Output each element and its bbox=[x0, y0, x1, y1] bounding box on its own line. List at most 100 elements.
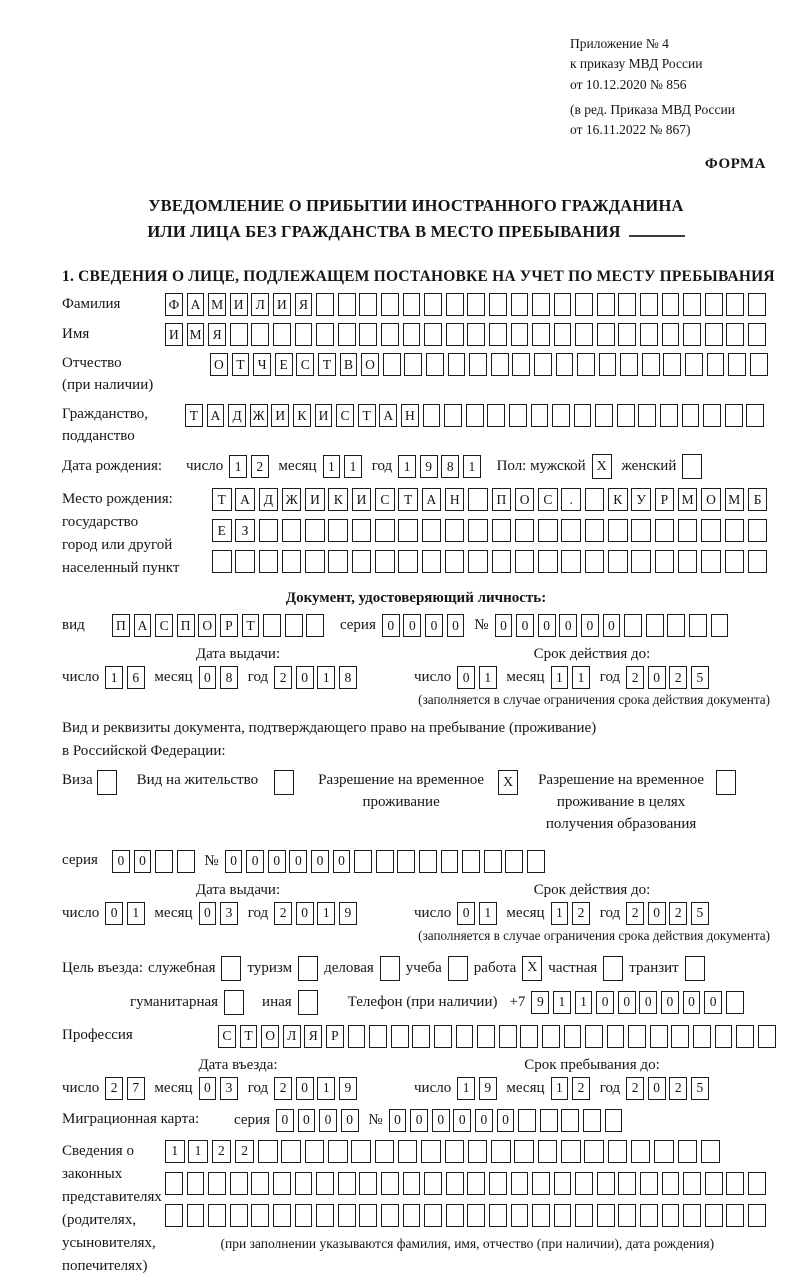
char-cell[interactable] bbox=[444, 403, 462, 427]
char-cell[interactable] bbox=[681, 403, 700, 427]
char-cell[interactable] bbox=[700, 1139, 721, 1163]
char-cell[interactable] bbox=[374, 1139, 395, 1163]
char-cell[interactable]: 0 bbox=[457, 666, 476, 690]
char-cell[interactable]: 1 bbox=[553, 990, 571, 1014]
char-cell[interactable] bbox=[533, 353, 552, 377]
char-cell[interactable]: Е bbox=[274, 353, 293, 377]
char-cell[interactable] bbox=[424, 293, 442, 317]
char-cell[interactable] bbox=[186, 1171, 205, 1195]
char-cell[interactable] bbox=[398, 550, 418, 574]
char-cell[interactable]: 6 bbox=[126, 666, 145, 690]
char-cell[interactable] bbox=[624, 614, 642, 638]
char-cell[interactable] bbox=[746, 403, 765, 427]
char-cell[interactable]: В bbox=[339, 353, 358, 377]
char-cell[interactable] bbox=[272, 323, 291, 347]
char-cell[interactable]: 1 bbox=[550, 901, 569, 925]
char-cell[interactable]: 0 bbox=[496, 1108, 515, 1132]
char-cell[interactable] bbox=[585, 1024, 603, 1048]
char-cell[interactable] bbox=[677, 519, 698, 543]
char-cell[interactable]: 0 bbox=[431, 1108, 450, 1132]
char-cell[interactable] bbox=[726, 323, 745, 347]
char-cell[interactable] bbox=[573, 403, 592, 427]
char-cell[interactable]: И bbox=[272, 293, 291, 317]
char-cell[interactable]: 0 bbox=[105, 901, 124, 925]
char-cell[interactable]: 2 bbox=[626, 1076, 644, 1100]
char-cell[interactable] bbox=[671, 1024, 690, 1048]
char-cell[interactable]: 1 bbox=[317, 666, 336, 690]
char-cell[interactable] bbox=[375, 519, 395, 543]
char-cell[interactable] bbox=[527, 849, 545, 873]
char-cell[interactable] bbox=[186, 1203, 205, 1227]
char-cell[interactable]: Т bbox=[185, 403, 203, 427]
char-cell[interactable] bbox=[465, 403, 484, 427]
char-cell[interactable] bbox=[359, 1171, 378, 1195]
char-cell[interactable]: 0 bbox=[388, 1108, 407, 1132]
char-cell[interactable]: 0 bbox=[682, 990, 701, 1014]
char-cell[interactable] bbox=[688, 614, 707, 638]
char-cell[interactable]: 1 bbox=[105, 666, 124, 690]
char-cell[interactable]: Д bbox=[228, 403, 246, 427]
char-cell[interactable] bbox=[598, 353, 617, 377]
char-cell[interactable] bbox=[645, 614, 664, 638]
char-cell[interactable]: П bbox=[491, 488, 512, 512]
char-cell[interactable] bbox=[561, 519, 581, 543]
char-cell[interactable] bbox=[375, 849, 394, 873]
char-cell[interactable] bbox=[630, 1139, 651, 1163]
char-cell[interactable]: И bbox=[305, 488, 325, 512]
char-cell[interactable] bbox=[757, 1024, 776, 1048]
char-cell[interactable] bbox=[433, 1024, 452, 1048]
char-cell[interactable] bbox=[618, 293, 637, 317]
char-cell[interactable]: Б bbox=[747, 488, 768, 512]
char-cell[interactable] bbox=[272, 1171, 291, 1195]
char-cell[interactable]: 0 bbox=[559, 614, 578, 638]
char-cell[interactable]: 1 bbox=[344, 455, 362, 479]
char-cell[interactable] bbox=[155, 849, 173, 873]
char-cell[interactable] bbox=[631, 519, 651, 543]
char-cell[interactable] bbox=[445, 1171, 464, 1195]
char-cell[interactable]: М bbox=[677, 488, 698, 512]
char-cell[interactable] bbox=[510, 293, 529, 317]
char-cell[interactable]: 0 bbox=[596, 990, 615, 1014]
purpose-private-checkbox[interactable] bbox=[603, 955, 624, 981]
char-cell[interactable] bbox=[618, 323, 637, 347]
char-cell[interactable] bbox=[677, 1139, 698, 1163]
char-cell[interactable] bbox=[555, 353, 574, 377]
char-cell[interactable] bbox=[640, 323, 658, 347]
char-cell[interactable]: 8 bbox=[441, 455, 460, 479]
char-cell[interactable] bbox=[514, 550, 535, 574]
purpose-business-checkbox[interactable] bbox=[379, 955, 400, 981]
char-cell[interactable] bbox=[491, 1139, 511, 1163]
char-cell[interactable]: Ж bbox=[281, 488, 302, 512]
char-cell[interactable]: Л bbox=[282, 1024, 301, 1048]
char-cell[interactable]: А bbox=[206, 403, 225, 427]
char-cell[interactable] bbox=[445, 323, 464, 347]
char-cell[interactable]: О bbox=[361, 353, 379, 377]
char-cell[interactable]: 5 bbox=[690, 1076, 709, 1100]
char-cell[interactable] bbox=[748, 293, 766, 317]
char-cell[interactable]: К bbox=[292, 403, 311, 427]
char-cell[interactable]: 1 bbox=[462, 455, 481, 479]
char-cell[interactable]: М bbox=[724, 488, 745, 512]
char-cell[interactable] bbox=[553, 1171, 572, 1195]
char-cell[interactable] bbox=[359, 293, 378, 317]
char-cell[interactable] bbox=[483, 849, 502, 873]
char-cell[interactable]: 0 bbox=[410, 1108, 429, 1132]
char-cell[interactable] bbox=[530, 403, 549, 427]
char-cell[interactable]: 0 bbox=[198, 901, 217, 925]
char-cell[interactable]: 0 bbox=[475, 1108, 493, 1132]
char-cell[interactable] bbox=[512, 353, 531, 377]
char-cell[interactable]: 1 bbox=[457, 1076, 476, 1100]
char-cell[interactable] bbox=[490, 353, 509, 377]
char-cell[interactable]: 2 bbox=[669, 1076, 688, 1100]
char-cell[interactable] bbox=[294, 1171, 313, 1195]
char-cell[interactable] bbox=[618, 1171, 637, 1195]
char-cell[interactable] bbox=[424, 1203, 442, 1227]
char-cell[interactable] bbox=[701, 519, 721, 543]
char-cell[interactable]: 1 bbox=[188, 1139, 208, 1163]
char-cell[interactable] bbox=[251, 1171, 270, 1195]
temp-residence-permit-checkbox[interactable]: X bbox=[498, 770, 519, 796]
char-cell[interactable] bbox=[337, 1203, 356, 1227]
char-cell[interactable] bbox=[229, 323, 248, 347]
char-cell[interactable]: 0 bbox=[580, 614, 599, 638]
char-cell[interactable] bbox=[714, 1024, 733, 1048]
